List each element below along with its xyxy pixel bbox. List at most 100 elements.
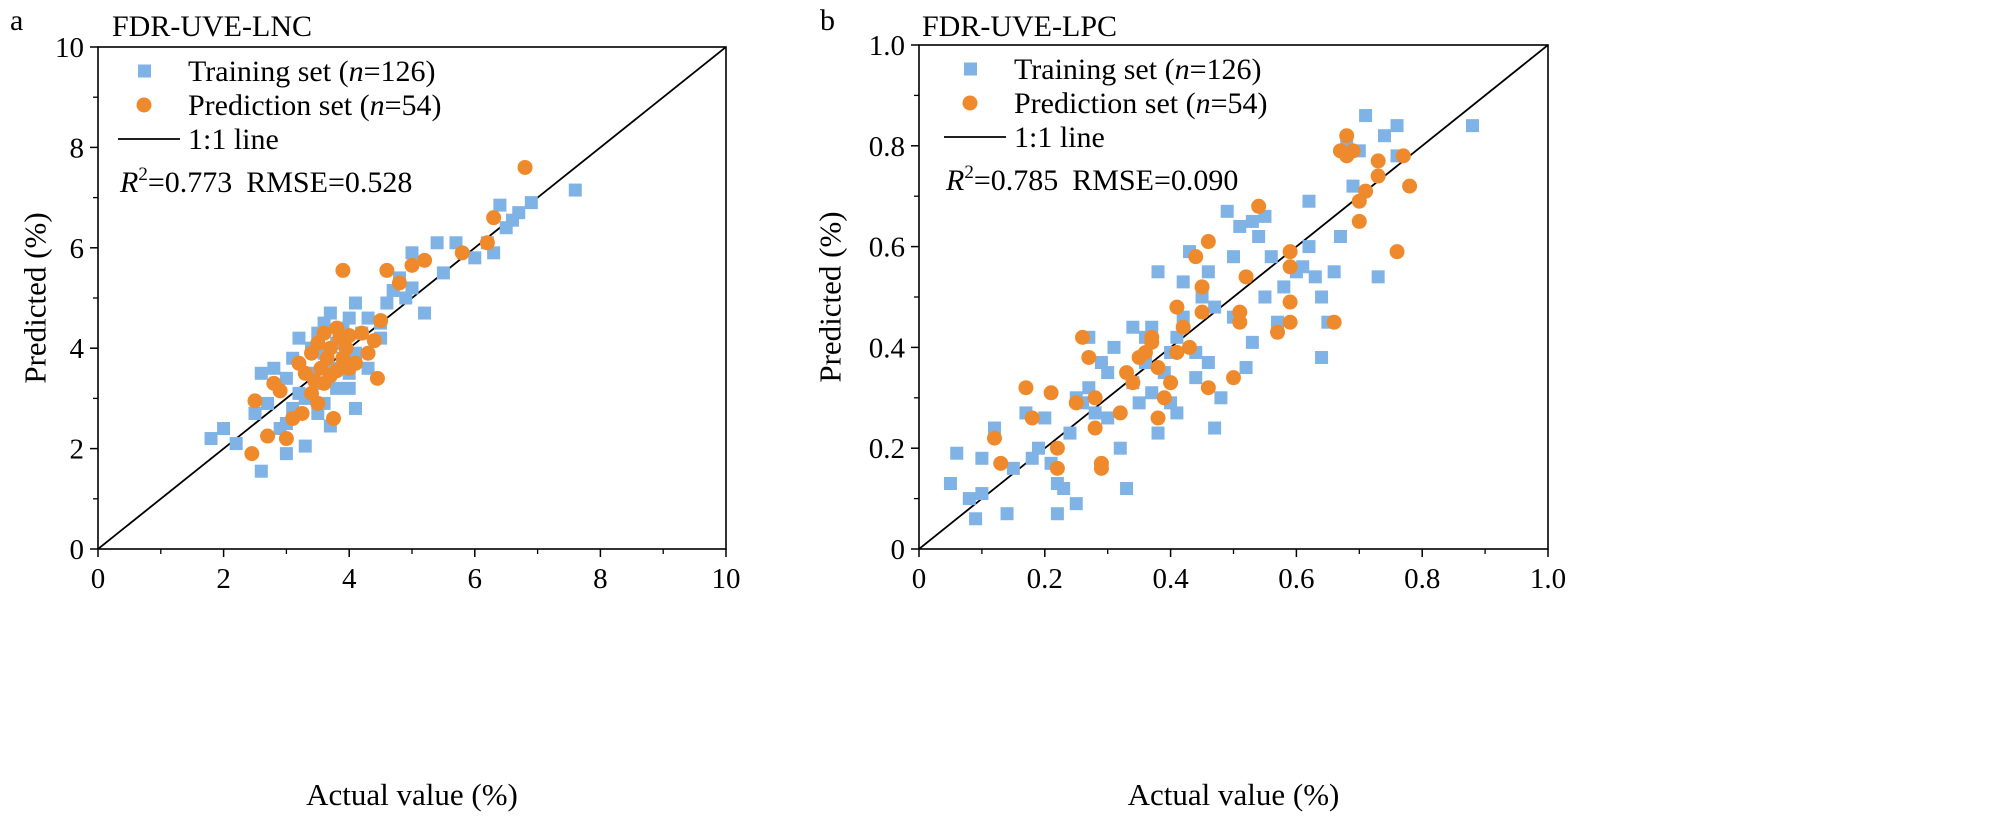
data-point (1238, 269, 1254, 285)
data-point (1088, 406, 1102, 420)
legend-label-suffix: =54) (1211, 87, 1268, 120)
data-point (399, 291, 413, 305)
data-point (1151, 265, 1165, 279)
y-tick-label: 10 (55, 32, 84, 64)
data-point (517, 159, 533, 175)
y-tick-label: 0 (891, 534, 906, 566)
data-point (254, 464, 268, 478)
legend-label-italic: n (1175, 53, 1190, 86)
data-point (512, 206, 526, 220)
data-point (1302, 240, 1316, 254)
data-point (962, 492, 976, 506)
legend: Training set (n=126)Prediction set (n=54… (118, 55, 442, 156)
data-point (468, 251, 482, 265)
x-tick-label: 0 (912, 563, 927, 595)
data-point (1101, 411, 1115, 425)
data-point (1370, 153, 1386, 169)
data-point (1282, 259, 1298, 275)
data-point (1113, 441, 1127, 455)
legend-label-prefix: Prediction set ( (1014, 87, 1196, 120)
data-point (1188, 249, 1204, 265)
data-point (975, 451, 989, 465)
data-point (348, 401, 362, 415)
data-point (1333, 230, 1347, 244)
data-point (1145, 386, 1159, 400)
legend-label-italic: n (370, 89, 385, 122)
data-point (1189, 371, 1203, 385)
data-point (391, 275, 407, 291)
data-point (1245, 335, 1259, 349)
data-point (1145, 320, 1159, 334)
rmse-value: 0.528 (345, 166, 413, 199)
data-point (1208, 300, 1222, 314)
data-point (1175, 319, 1191, 335)
data-point (1282, 244, 1298, 260)
data-point (311, 406, 325, 420)
data-point (317, 316, 331, 330)
data-point (247, 393, 263, 409)
x-tick-label: 4 (342, 563, 357, 595)
data-point (1201, 356, 1215, 370)
data-point (1176, 275, 1190, 289)
data-point (418, 306, 432, 320)
data-point (1125, 375, 1141, 391)
data-point (338, 340, 354, 356)
data-point (975, 487, 989, 501)
data-point (568, 183, 582, 197)
data-point (1345, 143, 1361, 159)
data-point (322, 340, 338, 356)
y-tick-label: 0.4 (869, 332, 906, 364)
data-point (1308, 270, 1322, 284)
data-point (417, 252, 433, 268)
data-point (279, 371, 293, 385)
y-tick-label: 4 (70, 333, 85, 365)
data-point (1327, 265, 1341, 279)
data-point (1081, 349, 1097, 365)
data-point (493, 198, 507, 212)
y-axis-label: Predicted (%) (813, 211, 848, 382)
y-axis-label: Predicted (%) (18, 212, 53, 383)
data-point (1233, 219, 1247, 233)
x-tick-label: 10 (712, 563, 741, 595)
data-point (278, 431, 294, 447)
data-point (1389, 244, 1405, 260)
r2-symbol: R (945, 164, 964, 197)
x-axis-label: Actual value (%) (306, 777, 518, 812)
data-point (354, 325, 370, 341)
data-point (1112, 405, 1128, 421)
y-tick-label: 0.8 (869, 131, 905, 163)
data-point (1156, 390, 1172, 406)
data-point (1150, 410, 1166, 426)
data-point (1169, 299, 1185, 315)
data-point (335, 262, 351, 278)
data-point (1227, 250, 1240, 264)
data-point (1370, 168, 1386, 184)
legend-label-prefix: Training set ( (188, 55, 349, 88)
data-point (361, 311, 375, 325)
x-axis-label: Actual value (%) (1128, 777, 1340, 812)
data-point (1302, 194, 1316, 208)
data-point (1087, 420, 1103, 436)
data-point (329, 363, 345, 379)
data-point (248, 406, 262, 420)
data-point (1075, 329, 1091, 345)
data-point (479, 235, 495, 251)
data-point (229, 437, 243, 451)
data-point (380, 296, 394, 310)
y-tick-label: 8 (70, 132, 85, 164)
data-point (1018, 380, 1034, 396)
data-point (1132, 396, 1146, 410)
legend-marker-square (138, 64, 151, 78)
data-point (1282, 314, 1298, 330)
data-point (342, 311, 356, 325)
legend-label-prefix: Prediction set ( (188, 89, 370, 122)
data-point (361, 361, 375, 375)
data-point (1150, 360, 1166, 376)
data-point (254, 366, 268, 380)
data-point (1359, 109, 1373, 123)
rmse-label: RMSE= (246, 166, 345, 199)
data-point (1032, 441, 1046, 455)
data-point (1200, 234, 1216, 250)
data-point (1251, 198, 1267, 214)
